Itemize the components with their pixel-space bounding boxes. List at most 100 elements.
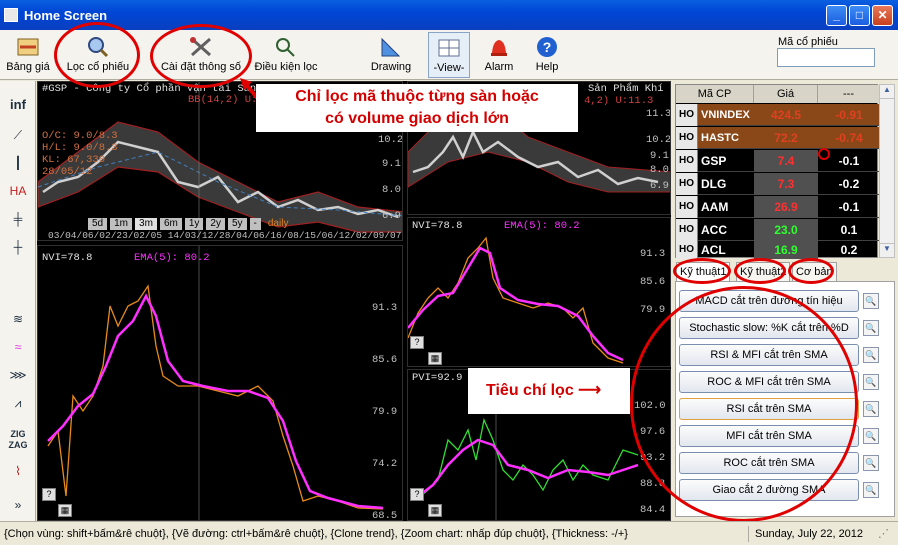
- tf-5d[interactable]: 5d: [88, 218, 108, 230]
- status-bar: {Chọn vùng: shift+bấm&rê chuột}, {Vẽ đườ…: [0, 521, 898, 545]
- help-label: Help: [535, 61, 559, 73]
- ma-lines-icon[interactable]: ≈: [14, 340, 22, 354]
- exchange-badge: HO: [676, 196, 698, 218]
- stock-change: -0.1: [838, 154, 860, 168]
- scroll-down-icon[interactable]: ▼: [880, 243, 894, 257]
- stock-change: 0.2: [840, 243, 858, 257]
- filter-condition-button[interactable]: Điều kiện lọc: [252, 32, 320, 78]
- tf-daily[interactable]: daily: [267, 218, 289, 229]
- drawing-button[interactable]: Drawing: [368, 32, 414, 78]
- bollinger-icon[interactable]: ≋: [12, 312, 24, 326]
- price-board-button[interactable]: Bảng giá: [4, 32, 52, 78]
- nvi-right-pane[interactable]: NVI=78.8 EMA(5): 80.2 91.3 85.6 79.9 ? ▦: [407, 217, 671, 367]
- nvi-chart-pane[interactable]: NVI=78.8 EMA(5): 80.2 91.3 85.6 79.9 74.…: [37, 245, 403, 521]
- col-header-code[interactable]: Mã CP: [676, 85, 754, 103]
- tf-3m[interactable]: 3m: [135, 218, 157, 230]
- quote-table-header: Mã CP Giá ---: [676, 85, 879, 103]
- keyboard-icon[interactable]: ▦: [428, 504, 442, 517]
- stock-code: GSP: [701, 154, 727, 168]
- table-row[interactable]: HO GSP 7.4 -0.1: [676, 150, 879, 172]
- pvi-tick: 84.4: [640, 504, 666, 516]
- nvi-label: NVI=78.8: [42, 252, 93, 264]
- price-tick: 8.0: [382, 184, 401, 196]
- search-icon[interactable]: 🔍: [863, 428, 879, 444]
- stock-price: 424.5: [770, 108, 802, 122]
- tf-dash[interactable]: -: [249, 218, 261, 230]
- price-chart-pane[interactable]: #GSP - Công ty Cổ phần Vận tải Sản P BB(…: [37, 81, 403, 241]
- search-icon[interactable]: 🔍: [863, 293, 879, 309]
- heikin-ashi-icon[interactable]: HA: [9, 184, 27, 198]
- table-row[interactable]: HO HASTC 72.2 -0.74: [676, 127, 879, 149]
- tf-2y[interactable]: 2y: [206, 218, 225, 230]
- price-board-icon: [17, 38, 39, 56]
- left-toolbar: inf ⟋ ┃ HA ╪ ┼ ≋ ≈ ⋙ ⩘ ZIG ZAG ⌇ »: [0, 81, 36, 521]
- annotation-circle: [150, 24, 252, 88]
- more-tools-icon[interactable]: »: [14, 498, 22, 512]
- col-header-price[interactable]: Giá: [754, 85, 818, 103]
- help-small-button[interactable]: ?: [42, 488, 56, 501]
- stock-change: -0.74: [835, 131, 863, 145]
- nvi-tick: 91.3: [372, 302, 398, 314]
- search-icon[interactable]: 🔍: [863, 401, 879, 417]
- minimize-button[interactable]: _: [826, 5, 847, 26]
- ohlc-bar-icon[interactable]: ╪: [13, 212, 23, 226]
- price-tick: 9.1: [382, 158, 401, 170]
- stock-code: VNINDEX: [701, 109, 750, 121]
- stock-price: 26.9: [754, 196, 818, 218]
- table-row[interactable]: HO ACC 23.0 0.1: [676, 219, 879, 241]
- candlestick-icon[interactable]: ┃: [14, 156, 22, 170]
- keyboard-icon[interactable]: ▦: [428, 352, 442, 365]
- table-row[interactable]: HO DLG 7.3 -0.2: [676, 173, 879, 195]
- table-row[interactable]: HO ACL 16.9 0.2: [676, 241, 879, 259]
- envelope-icon[interactable]: ⋙: [9, 368, 27, 382]
- callout-line-2: có volume giao dịch lớn: [325, 110, 509, 127]
- timeframe-bar: 5d 1m 3m 6m 1y 2y 5y - daily: [88, 218, 292, 230]
- line-chart-icon[interactable]: ⟋: [13, 128, 23, 142]
- quote-table[interactable]: Mã CP Giá --- HO VNINDEX 424.5 -0.91 HO …: [675, 84, 879, 259]
- oscillator-icon[interactable]: ⌇: [15, 464, 21, 478]
- view-grid-icon: [438, 39, 460, 57]
- tf-1y[interactable]: 1y: [184, 218, 204, 230]
- bar-chart-icon[interactable]: ┼: [13, 240, 23, 254]
- exchange-badge: HO: [676, 104, 698, 126]
- resize-grip-icon[interactable]: ⋰: [878, 528, 889, 540]
- table-row[interactable]: HO VNINDEX 424.5 -0.91: [676, 104, 879, 126]
- table-row[interactable]: HO AAM 26.9 -0.1: [676, 196, 879, 218]
- tf-5y[interactable]: 5y: [227, 218, 247, 230]
- trend-icon[interactable]: ⩘: [14, 396, 22, 410]
- annotation-circle: [788, 258, 834, 284]
- search-icon[interactable]: 🔍: [863, 320, 879, 336]
- search-icon[interactable]: 🔍: [863, 455, 879, 471]
- help-button[interactable]: ? Help: [530, 32, 564, 78]
- close-button[interactable]: ✕: [872, 5, 893, 26]
- chart-area[interactable]: #GSP - Công ty Cổ phần Vận tải Sản P BB(…: [37, 81, 671, 521]
- view-button[interactable]: -View-: [428, 32, 470, 78]
- stock-code: HASTC: [701, 132, 739, 144]
- search-icon[interactable]: 🔍: [863, 347, 879, 363]
- tf-1m[interactable]: 1m: [110, 218, 133, 230]
- stock-change: -0.2: [838, 177, 860, 191]
- right-chart-header: Sản Phẩm Khí: [588, 83, 664, 95]
- stock-price: 16.9: [754, 241, 818, 259]
- price-board-label: Bảng giá: [6, 61, 50, 73]
- price-tick: 10.2: [646, 134, 671, 146]
- keyboard-icon[interactable]: ▦: [58, 504, 72, 517]
- help-small-button[interactable]: ?: [410, 336, 424, 349]
- maximize-button[interactable]: □: [849, 5, 870, 26]
- scroll-up-icon[interactable]: ▲: [880, 85, 894, 99]
- info-tool[interactable]: inf: [10, 97, 26, 112]
- col-header-change[interactable]: ---: [843, 88, 854, 100]
- search-icon[interactable]: 🔍: [863, 482, 879, 498]
- quote-scrollbar[interactable]: ▲ ▼: [879, 84, 895, 258]
- price-chart-svg: [38, 82, 402, 240]
- help-small-button[interactable]: ?: [410, 488, 424, 501]
- nvi-tick: 85.6: [372, 354, 398, 366]
- annotation-callout-criteria: Tiêu chí lọc ⟶: [468, 368, 630, 414]
- tf-6m[interactable]: 6m: [159, 218, 182, 230]
- price-tick: 6.9: [382, 210, 401, 222]
- drawing-label: Drawing: [370, 61, 412, 73]
- search-icon[interactable]: 🔍: [863, 374, 879, 390]
- ticker-input[interactable]: [777, 48, 875, 67]
- zigzag-icon[interactable]: ZIG ZAG: [8, 429, 28, 450]
- alarm-button[interactable]: Alarm: [480, 32, 518, 78]
